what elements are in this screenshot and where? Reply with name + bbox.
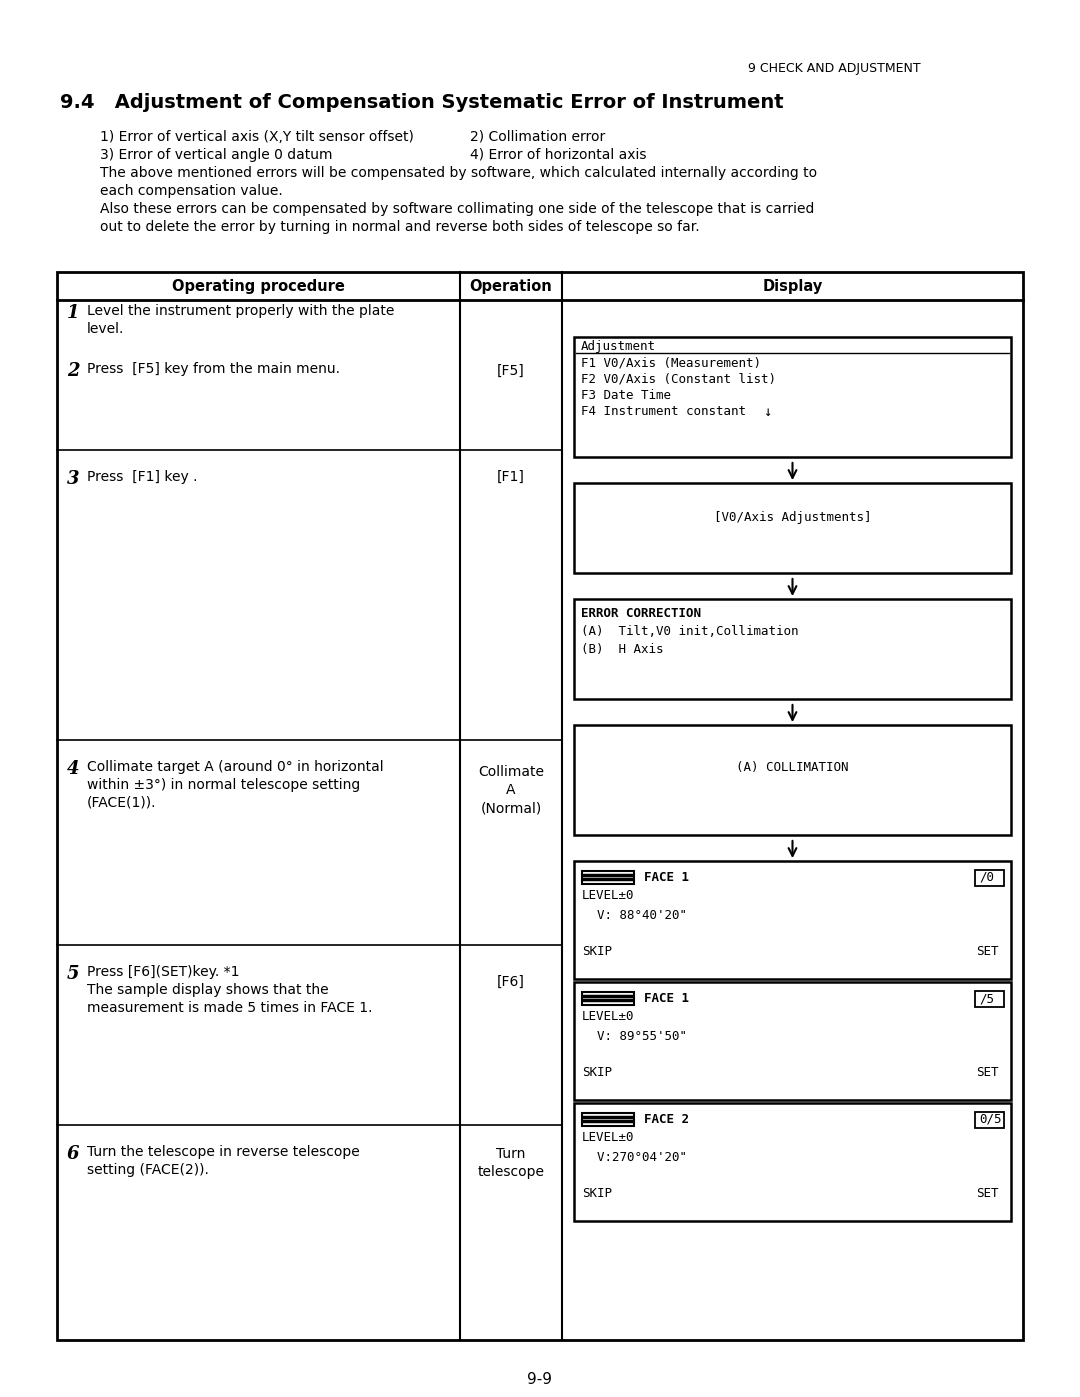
Text: 1) Error of vertical axis (X,Y tilt sensor offset): 1) Error of vertical axis (X,Y tilt sens…: [100, 130, 414, 144]
Text: Operating procedure: Operating procedure: [172, 279, 345, 293]
Text: 0/5: 0/5: [978, 1113, 1001, 1126]
Bar: [573, 861, 1011, 979]
Text: ↓: ↓: [762, 405, 771, 419]
Bar: [975, 870, 1004, 886]
Text: SKIP: SKIP: [582, 1187, 612, 1200]
Text: Turn the telescope in reverse telescope: Turn the telescope in reverse telescope: [87, 1146, 360, 1160]
Text: F2 V0/Axis (Constant list): F2 V0/Axis (Constant list): [581, 373, 777, 386]
Text: 5: 5: [67, 965, 80, 983]
Text: 3) Error of vertical angle 0 datum: 3) Error of vertical angle 0 datum: [100, 148, 333, 162]
Text: SET: SET: [976, 944, 999, 958]
Text: Display: Display: [762, 279, 823, 293]
Bar: [573, 725, 1011, 835]
Text: (Normal): (Normal): [481, 800, 542, 814]
Bar: [975, 1112, 1004, 1127]
Text: Level the instrument properly with the plate: Level the instrument properly with the p…: [87, 305, 394, 319]
Text: Turn: Turn: [497, 1147, 526, 1161]
Text: Collimate: Collimate: [478, 766, 544, 780]
Text: FACE 1: FACE 1: [644, 870, 689, 884]
Text: 2: 2: [67, 362, 80, 380]
Text: each compensation value.: each compensation value.: [100, 184, 283, 198]
Text: Also these errors can be compensated by software collimating one side of the tel: Also these errors can be compensated by …: [100, 203, 814, 217]
Text: F3 Date Time: F3 Date Time: [581, 388, 671, 402]
Text: 4) Error of horizontal axis: 4) Error of horizontal axis: [470, 148, 647, 162]
Text: 6: 6: [67, 1146, 80, 1162]
Bar: [975, 990, 1004, 1007]
Text: LEVEL±0: LEVEL±0: [582, 1132, 635, 1144]
Text: /0: /0: [978, 870, 994, 884]
Text: [V0/Axis Adjustments]: [V0/Axis Adjustments]: [714, 511, 872, 524]
Text: [F1]: [F1]: [497, 469, 525, 483]
Text: /5: /5: [978, 992, 994, 1004]
Text: FACE 2: FACE 2: [644, 1113, 689, 1126]
Bar: [582, 992, 634, 1004]
Text: (FACE(1)).: (FACE(1)).: [87, 796, 157, 810]
Bar: [573, 599, 1011, 698]
Text: (B)  H Axis: (B) H Axis: [581, 643, 663, 657]
Text: 3: 3: [67, 469, 80, 488]
Bar: [573, 337, 1011, 457]
Bar: [57, 272, 1023, 1340]
Bar: [582, 1113, 634, 1126]
Text: Press  [F5] key from the main menu.: Press [F5] key from the main menu.: [87, 362, 340, 376]
Text: 9 CHECK AND ADJUSTMENT: 9 CHECK AND ADJUSTMENT: [748, 61, 920, 75]
Text: 9.4   Adjustment of Compensation Systematic Error of Instrument: 9.4 Adjustment of Compensation Systemati…: [60, 94, 784, 112]
Text: FACE 1: FACE 1: [644, 992, 689, 1004]
Text: SET: SET: [976, 1187, 999, 1200]
Text: measurement is made 5 times in FACE 1.: measurement is made 5 times in FACE 1.: [87, 1002, 373, 1016]
Text: SET: SET: [976, 1066, 999, 1078]
Bar: [573, 982, 1011, 1099]
Text: Operation: Operation: [470, 279, 552, 293]
Text: V: 89°55'50": V: 89°55'50": [582, 1030, 687, 1044]
Text: ERROR CORRECTION: ERROR CORRECTION: [581, 608, 701, 620]
Text: The sample display shows that the: The sample display shows that the: [87, 983, 328, 997]
Text: SKIP: SKIP: [582, 944, 612, 958]
Text: V: 88°40'20": V: 88°40'20": [582, 909, 687, 922]
Bar: [573, 1104, 1011, 1221]
Text: LEVEL±0: LEVEL±0: [582, 1010, 635, 1023]
Text: Collimate target A (around 0° in horizontal: Collimate target A (around 0° in horizon…: [87, 760, 383, 774]
Text: (A) COLLIMATION: (A) COLLIMATION: [737, 761, 849, 774]
Text: [F5]: [F5]: [497, 365, 525, 379]
Text: within ±3°) in normal telescope setting: within ±3°) in normal telescope setting: [87, 778, 361, 792]
Text: V:270°04'20": V:270°04'20": [582, 1151, 687, 1164]
Text: 1: 1: [67, 305, 80, 321]
Bar: [573, 483, 1011, 573]
Text: [F6]: [F6]: [497, 975, 525, 989]
Text: F1 V0/Axis (Measurement): F1 V0/Axis (Measurement): [581, 358, 761, 370]
Text: setting (FACE(2)).: setting (FACE(2)).: [87, 1162, 208, 1178]
Text: Adjustment: Adjustment: [581, 339, 656, 353]
Text: 2) Collimation error: 2) Collimation error: [470, 130, 605, 144]
Text: Press  [F1] key .: Press [F1] key .: [87, 469, 198, 483]
Text: LEVEL±0: LEVEL±0: [582, 888, 635, 902]
Text: SKIP: SKIP: [582, 1066, 612, 1078]
Text: Press [F6](SET)key. *1: Press [F6](SET)key. *1: [87, 965, 240, 979]
Text: A: A: [507, 782, 516, 798]
Text: out to delete the error by turning in normal and reverse both sides of telescope: out to delete the error by turning in no…: [100, 219, 700, 235]
Text: 9-9: 9-9: [527, 1372, 553, 1387]
Text: (A)  Tilt,V0 init,Collimation: (A) Tilt,V0 init,Collimation: [581, 624, 798, 638]
Text: level.: level.: [87, 321, 124, 337]
Bar: [582, 870, 634, 884]
Text: 4: 4: [67, 760, 80, 778]
Text: telescope: telescope: [477, 1165, 544, 1179]
Text: The above mentioned errors will be compensated by software, which calculated int: The above mentioned errors will be compe…: [100, 166, 818, 180]
Text: F4 Instrument constant: F4 Instrument constant: [581, 405, 746, 418]
